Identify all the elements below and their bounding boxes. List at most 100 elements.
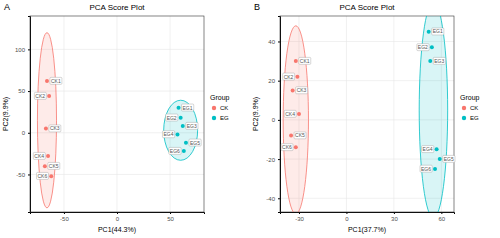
tick-label: -50 — [60, 216, 69, 222]
label-background — [422, 146, 434, 153]
label-background — [34, 92, 46, 99]
point — [181, 124, 185, 128]
tick-label: 50 — [167, 216, 174, 222]
x-tick: -50 — [60, 212, 69, 222]
label-background — [48, 162, 60, 169]
point-label-box: CK5 — [48, 162, 60, 169]
y-tick: 20 — [268, 78, 280, 84]
label-background — [186, 122, 198, 129]
point-label-box: EG3 — [186, 122, 198, 129]
point-label: EG4 — [163, 131, 173, 137]
legend-title: Group — [210, 94, 230, 102]
y-tick: -40 — [266, 196, 280, 202]
point-label-box: CK3 — [296, 87, 308, 94]
point-label-box: EG4 — [422, 146, 434, 153]
tick-label: 40 — [268, 39, 275, 45]
point-label-box: CK4 — [284, 110, 296, 117]
panel: BPCA Score Plot-3003060-40-2002040PC1(37… — [252, 2, 480, 234]
point-label-box: EG1 — [182, 104, 194, 111]
point-label: EG1 — [433, 28, 443, 34]
x-axis-title: PC1(44.3%) — [98, 226, 136, 234]
point-label: EG2 — [418, 44, 428, 50]
point — [182, 149, 186, 153]
point — [291, 88, 295, 92]
point-label: CK4 — [34, 153, 44, 159]
point — [294, 59, 298, 63]
label-background — [284, 110, 296, 117]
label-background — [294, 132, 306, 139]
label-background — [49, 125, 61, 132]
point-label: CK1 — [300, 58, 310, 64]
tick-label: 0 — [22, 130, 26, 136]
point-label: EG5 — [190, 140, 200, 146]
tick-label: -40 — [266, 196, 275, 202]
legend-title: Group — [460, 94, 480, 102]
grid-line — [393, 16, 394, 212]
tick-label: 20 — [268, 78, 275, 84]
confidence-ellipse — [37, 33, 56, 208]
point-label: EG6 — [170, 148, 180, 154]
point-label: EG1 — [183, 105, 193, 111]
y-tick: 0 — [272, 117, 280, 123]
marks — [283, 16, 448, 212]
label-background — [417, 44, 429, 51]
point — [295, 75, 299, 79]
grid-line — [117, 16, 118, 212]
tick-label: 60 — [439, 216, 446, 222]
point-label: CK2 — [284, 74, 294, 80]
legend-label: CK — [470, 105, 478, 111]
point-label-box: CK2 — [283, 73, 295, 80]
point-label: CK1 — [51, 78, 61, 84]
label-background — [50, 77, 62, 84]
point-label: EG6 — [421, 166, 431, 172]
legend-symbol — [462, 106, 466, 110]
y-axis-title: PC2(9.9%) — [2, 97, 10, 131]
point-label-box: CK6 — [281, 144, 293, 151]
x-tick: 60 — [439, 212, 446, 222]
legend-symbol — [212, 116, 216, 120]
grid-line — [30, 174, 204, 175]
point-label: CK6 — [37, 173, 47, 179]
panel: APCA Score Plot-50050-50050100PC1(44.3%)… — [2, 2, 230, 234]
point — [428, 59, 432, 63]
x-tick: 0 — [116, 212, 120, 222]
tick-label: 30 — [391, 216, 398, 222]
label-background — [36, 172, 48, 179]
point — [294, 145, 298, 149]
title: PCA Score Plot — [89, 3, 145, 12]
legend-label: EG — [220, 115, 229, 121]
point-label-box: EG2 — [166, 114, 178, 121]
label-background — [299, 57, 311, 64]
x-axis-title: PC1(37.7%) — [348, 226, 386, 234]
label-background — [433, 57, 445, 64]
tick-label: -20 — [266, 157, 275, 163]
y-tick: -50 — [16, 172, 30, 178]
label-background — [189, 139, 201, 146]
point-label-box: CK4 — [33, 152, 45, 159]
marks — [37, 33, 197, 208]
point-label-box: CK5 — [294, 132, 306, 139]
point-label: CK5 — [295, 132, 305, 138]
tick-label: -30 — [295, 216, 304, 222]
point — [49, 174, 53, 178]
label-background — [420, 165, 432, 172]
label-background — [443, 155, 455, 162]
point — [289, 134, 293, 138]
label-background — [281, 144, 293, 151]
x-tick: 0 — [345, 212, 349, 222]
tick-label: -50 — [16, 172, 25, 178]
point — [430, 45, 434, 49]
point-label: CK3 — [297, 87, 307, 93]
grid-line — [63, 16, 64, 212]
point — [44, 127, 48, 131]
point-label-box: CK1 — [50, 77, 62, 84]
y-axis-title: PC2(9.9%) — [252, 97, 260, 131]
label-background — [33, 152, 45, 159]
label-background — [166, 114, 178, 121]
point-label-box: EG6 — [169, 147, 181, 154]
x-tick: 50 — [167, 212, 174, 222]
x-axis: -30 0 30 60 — [281, 212, 455, 222]
label-background — [162, 131, 174, 138]
point — [177, 106, 181, 110]
point — [184, 141, 188, 145]
